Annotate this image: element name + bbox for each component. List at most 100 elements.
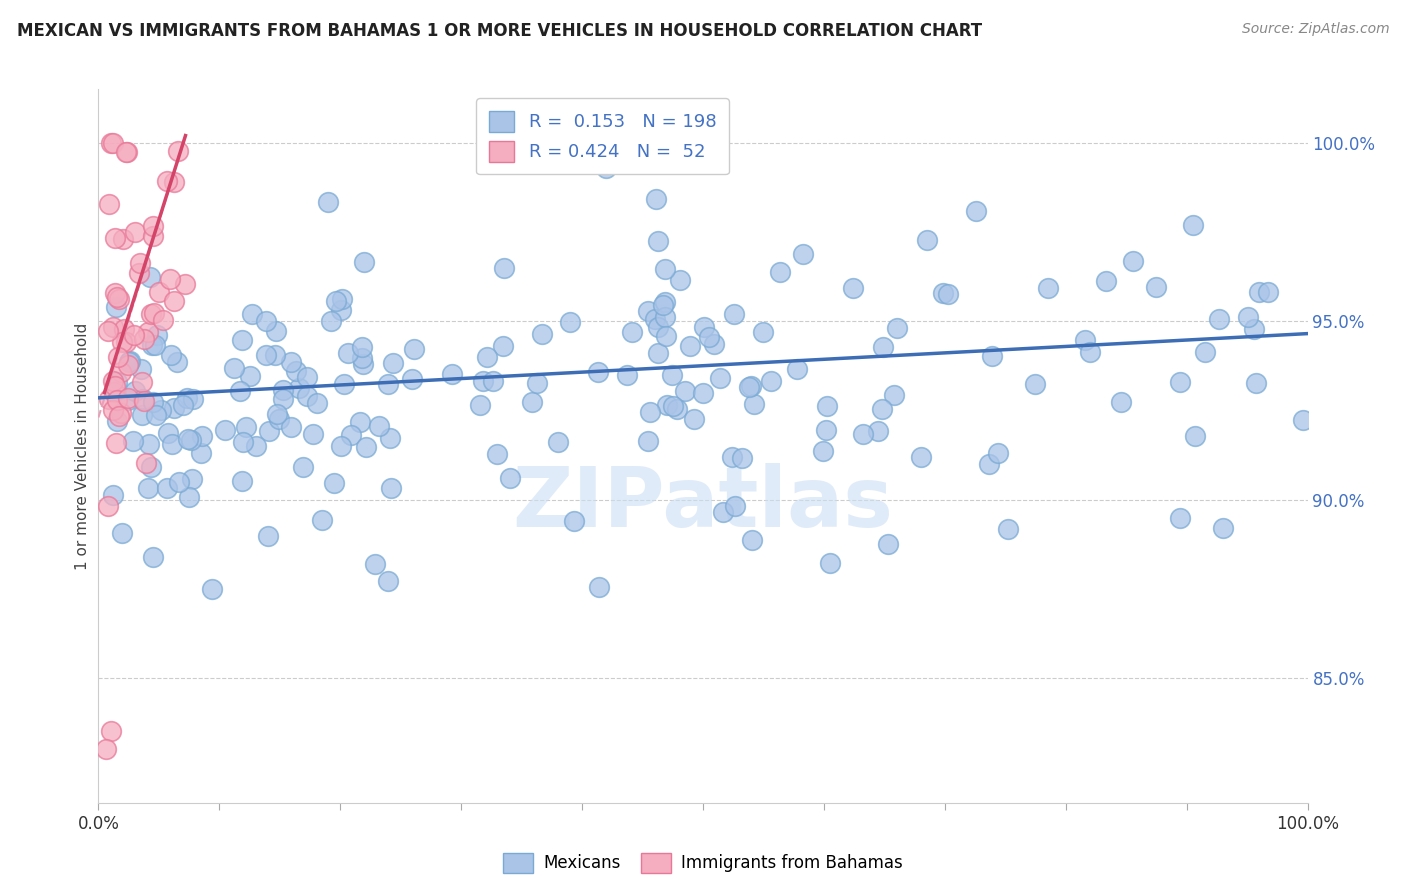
Point	[491, 338, 513, 352]
Point	[350, 340, 373, 354]
Point	[638, 405, 661, 419]
Point	[117, 392, 139, 407]
Point	[132, 332, 155, 346]
Point	[353, 357, 375, 371]
Point	[1291, 413, 1313, 427]
Point	[1244, 376, 1267, 390]
Point	[150, 403, 173, 417]
Point	[724, 499, 747, 513]
Point	[132, 392, 155, 407]
Point	[97, 324, 120, 338]
Point	[254, 348, 277, 362]
Point	[1074, 334, 1097, 348]
Point	[530, 326, 553, 341]
Point	[350, 351, 373, 365]
Point	[111, 525, 134, 540]
Point	[257, 529, 280, 543]
Point	[214, 423, 236, 437]
Point	[744, 397, 766, 411]
Point	[1208, 311, 1230, 326]
Point	[101, 488, 124, 502]
Point	[135, 456, 157, 470]
Point	[146, 327, 169, 342]
Point	[105, 290, 128, 304]
Point	[280, 420, 302, 434]
Point	[180, 434, 202, 448]
Point	[1237, 310, 1260, 324]
Point	[160, 348, 183, 362]
Point	[100, 136, 122, 150]
Point	[98, 197, 121, 211]
Point	[131, 409, 153, 423]
Legend: R =  0.153   N = 198, R = 0.424   N =  52: R = 0.153 N = 198, R = 0.424 N = 52	[477, 98, 728, 174]
Point	[100, 724, 122, 739]
Point	[163, 401, 186, 416]
Point	[142, 549, 165, 564]
Point	[987, 446, 1010, 460]
Point	[97, 500, 120, 514]
Point	[340, 428, 363, 442]
Point	[818, 556, 841, 570]
Point	[232, 434, 254, 449]
Point	[872, 340, 894, 354]
Point	[472, 374, 495, 388]
Point	[683, 412, 706, 426]
Point	[547, 434, 569, 449]
Point	[129, 256, 152, 270]
Point	[117, 355, 139, 369]
Point	[936, 287, 959, 301]
Point	[110, 365, 132, 379]
Point	[105, 392, 128, 407]
Point	[965, 204, 987, 219]
Point	[673, 384, 696, 398]
Point	[176, 432, 198, 446]
Point	[104, 230, 127, 244]
Point	[330, 292, 353, 306]
Point	[139, 270, 162, 285]
Point	[163, 293, 186, 308]
Point	[174, 277, 197, 292]
Point	[231, 333, 253, 347]
Point	[786, 362, 808, 376]
Point	[323, 475, 346, 490]
Point	[522, 394, 544, 409]
Point	[124, 226, 146, 240]
Point	[368, 418, 391, 433]
Point	[1122, 253, 1144, 268]
Point	[499, 471, 522, 485]
Point	[142, 228, 165, 243]
Point	[160, 437, 183, 451]
Point	[980, 349, 1002, 363]
Point	[666, 402, 689, 417]
Point	[229, 384, 252, 399]
Point	[103, 384, 125, 399]
Point	[977, 457, 1000, 471]
Point	[1095, 273, 1118, 287]
Point	[266, 325, 288, 339]
Point	[305, 396, 328, 410]
Point	[235, 419, 257, 434]
Point	[655, 398, 678, 412]
Point	[693, 320, 716, 334]
Point	[1078, 345, 1101, 359]
Point	[176, 391, 198, 405]
Point	[637, 434, 659, 448]
Point	[231, 474, 253, 488]
Point	[792, 247, 814, 261]
Point	[111, 232, 134, 246]
Point	[1144, 280, 1167, 294]
Point	[377, 376, 399, 391]
Point	[264, 348, 287, 362]
Point	[142, 219, 165, 234]
Point	[662, 399, 685, 413]
Point	[588, 581, 610, 595]
Point	[104, 436, 127, 450]
Point	[201, 582, 224, 596]
Point	[482, 374, 505, 388]
Point	[139, 459, 162, 474]
Point	[380, 481, 402, 495]
Point	[271, 383, 294, 397]
Point	[731, 450, 754, 465]
Point	[562, 514, 585, 528]
Point	[156, 174, 179, 188]
